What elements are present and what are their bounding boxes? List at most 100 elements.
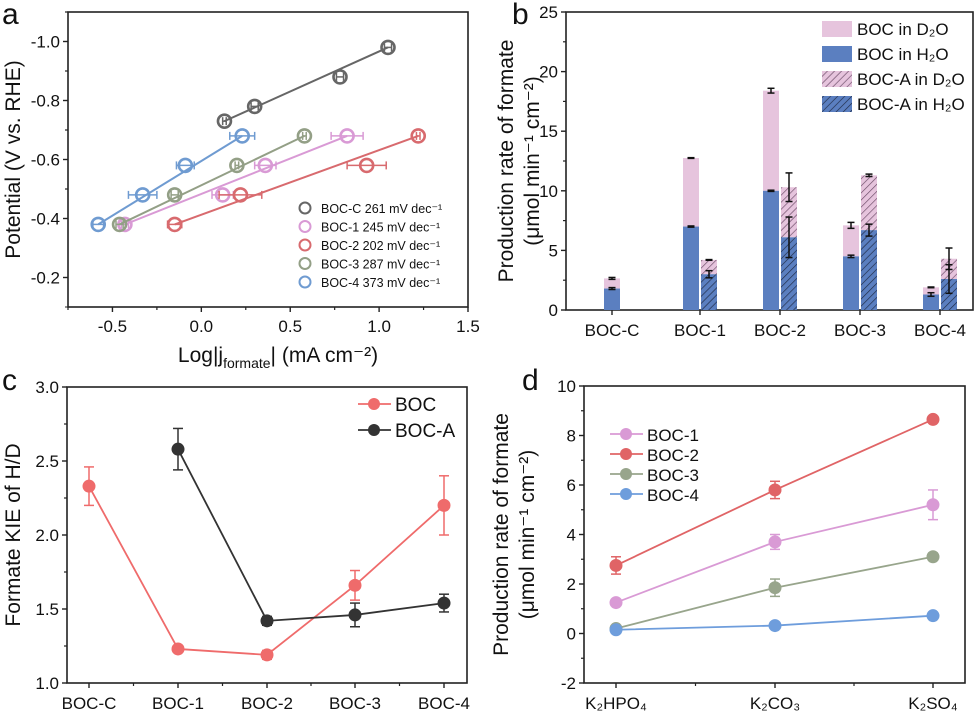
data-point-BOC-2 — [768, 483, 782, 497]
y-tick-label: 6 — [567, 476, 576, 495]
y-axis-label: Formate KIE of H/D — [2, 443, 25, 626]
bar-boc-d2o — [843, 225, 859, 257]
y-tick-label: -0.6 — [31, 151, 60, 170]
data-point-BOC — [171, 642, 185, 656]
data-point-BOC-3 — [768, 581, 782, 595]
legend-label: BOC-3 — [647, 466, 699, 485]
data-point-BOC-3 — [111, 216, 128, 233]
data-point-BOC-A — [260, 614, 274, 628]
x-tick-label: K₂HPO₄ — [585, 694, 647, 713]
legend-marker — [298, 201, 312, 215]
x-tick-label: BOC-C — [62, 694, 117, 713]
y-tick-label: 25 — [539, 3, 558, 22]
y-tick-label: 0 — [567, 625, 576, 644]
bar-boc-a-h2o — [701, 274, 717, 310]
bar-boc-a-h2o — [941, 279, 957, 310]
panel-d-electrolyte-plot: -2 0 2 4 6 8 10 Production rate of formate (μmol… — [490, 377, 966, 713]
x-tick-label: -0.5 — [98, 317, 127, 336]
data-point-BOC-C — [332, 69, 348, 85]
x-tick-label: BOC-3 — [834, 321, 886, 340]
data-point-BOC-1 — [339, 128, 355, 144]
legend-swatch — [822, 46, 852, 62]
data-point-BOC-3 — [296, 128, 313, 144]
y-tick-label: -0.8 — [31, 92, 60, 111]
bar-boc-d2o — [923, 287, 939, 295]
bar-boc-a-d2o — [861, 175, 877, 231]
panel-b-bar-chart: 0 5 10 15 20 25 Production rate of formate (μmo… — [495, 3, 974, 340]
panel-label-b: b — [512, 0, 529, 31]
data-point-BOC-A — [437, 596, 451, 610]
panel-a-tafel-plot: -0.5 0.0 0.5 1.0 1.5 -1.0 -0.8 -0.6 -0.4 -0.2 Pote… — [2, 11, 480, 371]
legend-label: BOC — [395, 395, 436, 416]
legend-label: BOC-2 202 mV dec⁻¹ — [321, 239, 440, 253]
x-tick-label: BOC-2 — [754, 321, 806, 340]
bar-boc-d2o — [604, 278, 620, 289]
bar-boc-a-d2o — [701, 259, 717, 275]
bar-boc-a-h2o — [861, 230, 877, 310]
y-tick-label: -0.2 — [31, 269, 60, 288]
y-tick-label: 10 — [557, 377, 576, 396]
y-tick-label: 1.5 — [35, 600, 59, 619]
y-tick-label: 2.0 — [35, 526, 59, 545]
data-point-BOC-2 — [410, 128, 427, 144]
x-tick-label: BOC-4 — [914, 321, 966, 340]
x-tick-label: BOC-1 — [152, 694, 204, 713]
data-point-BOC-A — [348, 608, 362, 622]
legend-label: BOC-A in H₂O — [857, 95, 965, 114]
x-tick-label: 1.0 — [367, 317, 391, 336]
legend-marker — [620, 428, 632, 440]
series-line-BOC — [88, 485, 445, 656]
data-point-BOC-1 — [926, 498, 940, 512]
x-tick-label: 1.5 — [456, 317, 480, 336]
y-tick-label: 15 — [539, 122, 558, 141]
legend-marker — [620, 448, 632, 460]
data-point-BOC-4 — [768, 619, 782, 633]
data-point-BOC-3 — [229, 157, 245, 174]
x-tick-label: BOC-1 — [674, 321, 726, 340]
legend-marker — [298, 238, 312, 252]
legend-label: BOC-A in D₂O — [857, 70, 965, 89]
y-tick-label: 20 — [539, 63, 558, 82]
legend-label: BOC in D₂O — [857, 20, 949, 39]
data-point-BOC-3 — [926, 550, 940, 564]
data-point-BOC-2 — [232, 187, 249, 203]
data-point-BOC-4 — [177, 157, 194, 174]
x-tick-label: 0.5 — [278, 317, 302, 336]
y-axis-label: Production rate of formate — [495, 40, 518, 283]
bar-boc-h2o — [923, 294, 939, 310]
x-tick-label: K₂CO₃ — [750, 694, 800, 713]
data-point-BOC — [348, 578, 362, 592]
data-point-BOC-2 — [609, 558, 623, 572]
data-point-BOC-1 — [257, 157, 274, 174]
data-point-BOC-4 — [134, 187, 151, 203]
legend-label: BOC-C 261 mV dec⁻¹ — [321, 202, 442, 216]
bar-boc-a-d2o — [781, 187, 797, 238]
data-point-BOC-4 — [90, 216, 107, 233]
bar-boc-h2o — [604, 288, 620, 310]
data-point-BOC-4 — [609, 623, 623, 637]
legend-marker — [620, 488, 632, 500]
data-point-BOC-C — [246, 98, 263, 115]
y-axis-label: Potential (V vs. RHE) — [2, 60, 25, 258]
legend-swatch — [822, 71, 852, 87]
bar-boc-d2o — [683, 158, 699, 227]
y-tick-label: -2 — [561, 674, 576, 693]
bar-boc-h2o — [683, 226, 699, 310]
y-tick-label: 1.0 — [35, 674, 59, 693]
legend-marker — [298, 275, 312, 289]
legend-marker — [368, 424, 380, 436]
panel-c-kie-plot: 1.0 1.5 2.0 2.5 3.0 Formate KIE of H/D BOC-C BO… — [2, 378, 470, 713]
x-tick-label: BOC-C — [585, 321, 640, 340]
fit-line — [124, 134, 348, 226]
fit-line — [97, 135, 243, 226]
data-point-BOC-1 — [609, 596, 623, 610]
y-axis-label: (μmol min⁻¹ cm⁻²) — [521, 76, 544, 246]
y-tick-label: 0 — [549, 301, 558, 320]
y-tick-label: -1.0 — [31, 33, 60, 52]
fit-line — [119, 134, 305, 226]
x-tick-label: 0.0 — [190, 317, 214, 336]
legend-label: BOC-1 — [647, 426, 699, 445]
y-axis-label: Production rate of formate — [490, 413, 513, 656]
panel-label-c: c — [2, 364, 17, 397]
